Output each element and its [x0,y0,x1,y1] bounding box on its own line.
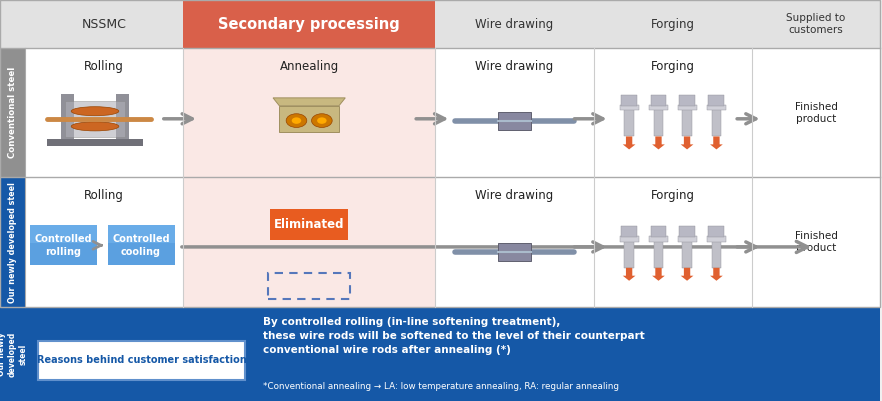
Text: *Conventional annealing → LA: low temperature annealing, RA: regular annealing: *Conventional annealing → LA: low temper… [263,382,619,391]
Text: Conventional steel: Conventional steel [8,67,17,158]
Bar [708,226,724,237]
Bar [677,236,697,242]
Bar [38,341,245,380]
Bar [649,236,668,242]
Bar [679,95,695,106]
Bar [183,0,436,48]
Text: Eliminated: Eliminated [274,218,344,231]
Text: Forging: Forging [651,60,695,73]
Bar [30,225,97,265]
Text: By controlled rolling (in-line softening treatment),
these wire rods will be sof: By controlled rolling (in-line softening… [263,317,645,355]
Bar [706,236,726,242]
Bar [268,273,350,299]
Bar [497,243,531,261]
Bar [621,226,637,237]
Bar [0,0,25,48]
Bar [25,0,183,48]
Text: Our newly
developed
steel: Our newly developed steel [0,331,28,377]
Bar [116,93,129,144]
Text: Wire drawing: Wire drawing [475,60,554,73]
Text: Wire drawing: Wire drawing [475,18,554,30]
FancyArrow shape [710,268,722,281]
Bar [654,241,663,268]
Bar [619,236,639,242]
Text: Rolling: Rolling [84,189,123,202]
Bar [651,95,667,106]
FancyArrow shape [623,136,635,150]
Bar [48,140,143,146]
Bar [706,105,726,110]
Bar [683,241,691,268]
Bar [271,209,348,240]
FancyArrow shape [623,268,635,281]
Bar [436,177,594,307]
Text: Rolling: Rolling [84,60,123,73]
Bar [0,0,880,307]
Ellipse shape [318,117,326,124]
Polygon shape [273,98,345,106]
Bar [751,177,880,307]
Ellipse shape [286,114,307,128]
Bar [677,105,697,110]
FancyArrow shape [681,268,693,281]
Text: Finished
product: Finished product [795,231,838,253]
Ellipse shape [292,117,302,124]
Text: Forging: Forging [651,189,695,202]
Bar [679,226,695,237]
Bar [0,48,25,177]
Bar [280,106,339,132]
Bar [651,226,667,237]
Bar [624,241,634,268]
Bar [654,109,663,136]
Bar [594,48,751,177]
Bar [751,0,880,48]
Ellipse shape [71,107,119,116]
Bar [30,225,97,243]
FancyArrow shape [681,136,693,150]
Bar [183,48,436,177]
Bar [25,177,183,307]
Bar [0,177,25,307]
Text: Finished
product: Finished product [795,101,838,124]
Bar [683,109,691,136]
Bar [436,48,594,177]
Bar [65,101,125,137]
FancyArrow shape [710,136,722,150]
Bar [594,0,751,48]
Bar [0,307,880,401]
Bar [751,48,880,177]
Text: Wire drawing: Wire drawing [475,189,554,202]
Text: Supplied to
customers: Supplied to customers [787,13,846,35]
Bar [712,109,721,136]
Bar [61,93,73,144]
Bar [183,177,436,307]
Bar [621,95,637,106]
Bar [436,0,594,48]
Bar [108,225,175,265]
Text: NSSMC: NSSMC [81,18,126,30]
Text: Controlled
cooling: Controlled cooling [112,234,170,257]
Bar [624,109,634,136]
Text: Annealing: Annealing [280,60,339,73]
Ellipse shape [311,114,333,128]
Bar [649,105,668,110]
Text: Controlled
rolling: Controlled rolling [34,234,93,257]
Text: Reasons behind customer satisfaction: Reasons behind customer satisfaction [37,355,246,365]
Ellipse shape [71,122,119,131]
Bar [25,48,183,177]
Bar [619,105,639,110]
Text: Forging: Forging [651,18,695,30]
Text: Secondary processing: Secondary processing [218,16,400,32]
Bar [712,241,721,268]
Bar [708,95,724,106]
FancyArrow shape [652,136,665,150]
Text: Our newly developed steel: Our newly developed steel [8,182,17,302]
Bar [108,225,175,243]
Bar [594,177,751,307]
Bar [497,112,531,130]
FancyArrow shape [652,268,665,281]
